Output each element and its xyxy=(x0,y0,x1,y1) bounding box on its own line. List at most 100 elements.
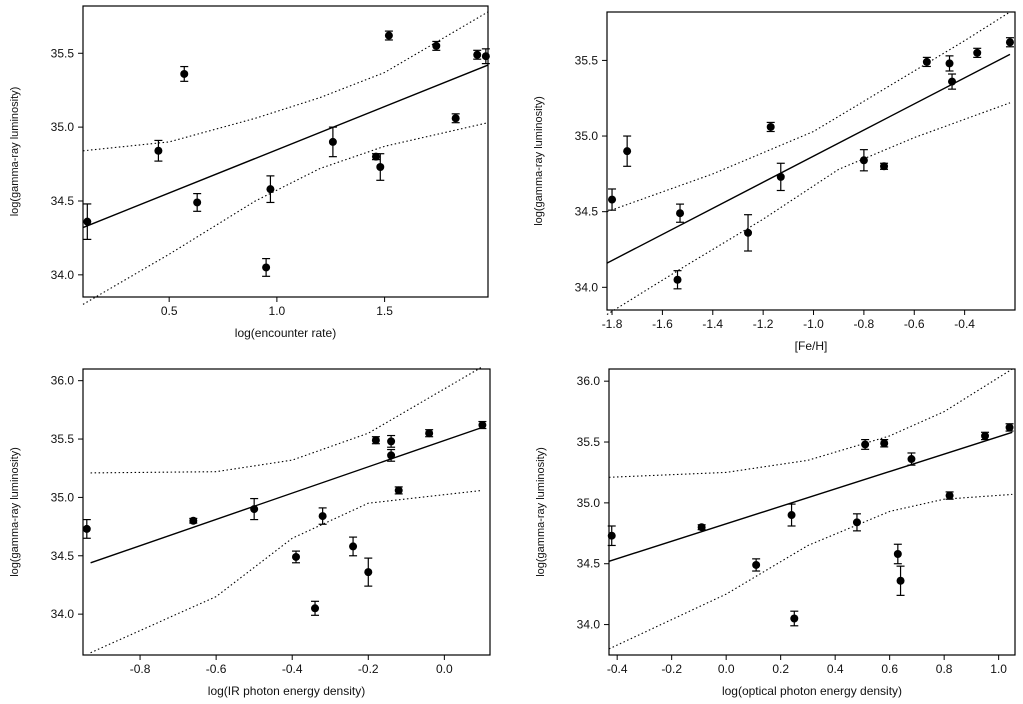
lower-confidence-band xyxy=(82,122,489,305)
data-point xyxy=(607,531,616,540)
data-point xyxy=(193,198,202,207)
y-tick-label: 34.5 xyxy=(575,205,599,219)
plot-frame xyxy=(606,11,1016,311)
x-tick-label: -1.8 xyxy=(602,317,623,331)
data-point xyxy=(349,542,358,551)
x-tick-label: -0.6 xyxy=(904,317,925,331)
data-point xyxy=(859,156,868,165)
data-point xyxy=(744,228,753,237)
plot-frame xyxy=(608,368,1016,656)
y-tick-label: 35.5 xyxy=(575,53,599,67)
data-point xyxy=(776,172,785,181)
x-axis-label: log(IR photon energy density) xyxy=(208,684,365,698)
panel-ir-photon: -0.8 -0.6 -0.4 -0.2 0.034.034.535.035.536.0 … xyxy=(9,366,491,698)
data-point xyxy=(981,431,990,440)
data-point xyxy=(154,146,163,155)
data-point xyxy=(250,505,259,514)
x-tick-label: 0.4 xyxy=(827,662,844,676)
y-tick-label: 34.0 xyxy=(51,268,75,282)
data-point xyxy=(880,439,889,448)
x-tick-label: 0.6 xyxy=(881,662,898,676)
y-tick-label: 34.5 xyxy=(51,549,75,563)
data-point xyxy=(262,263,271,272)
data-point xyxy=(673,275,682,284)
data-point xyxy=(384,31,393,40)
data-point xyxy=(1005,38,1014,47)
regression-line xyxy=(82,64,489,229)
data-point xyxy=(387,451,396,460)
data-point xyxy=(697,523,706,532)
y-tick-label: 34.5 xyxy=(51,194,75,208)
data-point xyxy=(311,604,320,613)
lower-confidence-band xyxy=(90,489,483,654)
x-tick-label: 1.0 xyxy=(990,662,1007,676)
x-tick-label: 0.8 xyxy=(936,662,953,676)
regression-line xyxy=(90,426,483,564)
x-tick-label: -0.4 xyxy=(954,317,975,331)
y-tick-label: 34.0 xyxy=(575,280,599,294)
y-tick-label: 35.0 xyxy=(51,490,75,504)
data-point xyxy=(766,122,775,131)
data-point xyxy=(451,114,460,123)
panel-fe-h: -1.8 -1.6 -1.4 -1.2 -1.0 -0.8 -0.6 -0.4 34.0 34.5… xyxy=(533,11,1016,353)
data-point xyxy=(948,77,957,86)
panel-optical-photon: -0.4 -0.2 0.0 0.2 0.4 0.6 0.8 1.0 34.0 34.5 35.0 35… xyxy=(535,368,1016,698)
data-point xyxy=(83,217,92,226)
x-tick-label: -0.6 xyxy=(206,662,227,676)
y-axis-label: log(gamma-ray luminosity) xyxy=(535,447,547,577)
y-tick-label: 34.0 xyxy=(577,618,601,632)
x-tick-label: 1.0 xyxy=(269,304,286,318)
upper-confidence-band xyxy=(82,11,489,152)
data-point xyxy=(676,209,685,218)
y-tick-label: 36.0 xyxy=(577,374,601,388)
x-tick-label: -1.4 xyxy=(702,317,723,331)
data-point xyxy=(387,437,396,446)
x-tick-label: 0.0 xyxy=(718,662,735,676)
lower-confidence-band xyxy=(606,102,1011,315)
x-tick-label: -1.2 xyxy=(753,317,774,331)
data-point xyxy=(1005,423,1014,432)
data-point xyxy=(790,614,799,623)
y-axis-label: log(gamma-ray luminosity) xyxy=(9,447,21,577)
y-tick-label: 35.5 xyxy=(51,432,75,446)
x-tick-label: -0.2 xyxy=(661,662,682,676)
data-point xyxy=(266,185,275,194)
x-axis-label: log(optical photon energy density) xyxy=(722,684,902,698)
data-point xyxy=(189,516,198,525)
data-point xyxy=(432,41,441,50)
data-point xyxy=(425,429,434,438)
data-point xyxy=(861,440,870,449)
x-axis-label: log(encounter rate) xyxy=(235,326,336,340)
data-point xyxy=(852,518,861,527)
y-tick-label: 35.5 xyxy=(51,46,75,60)
y-tick-label: 34.0 xyxy=(51,607,75,621)
data-point xyxy=(945,491,954,500)
upper-confidence-band xyxy=(606,11,1011,213)
regression-line xyxy=(608,431,1013,562)
data-point xyxy=(371,436,380,445)
y-tick-label: 35.0 xyxy=(577,496,601,510)
data-point xyxy=(364,568,373,577)
y-tick-label: 34.5 xyxy=(577,557,601,571)
data-point xyxy=(394,486,403,495)
x-tick-label: -1.0 xyxy=(803,317,824,331)
data-point xyxy=(318,512,327,521)
data-point xyxy=(922,57,931,66)
data-point xyxy=(478,421,487,430)
data-point xyxy=(787,511,796,520)
plot-frame xyxy=(82,5,489,298)
plot-frame xyxy=(82,368,491,656)
y-tick-label: 36.0 xyxy=(51,374,75,388)
lower-confidence-band xyxy=(608,493,1013,650)
data-point xyxy=(481,52,490,61)
x-tick-label: -1.6 xyxy=(652,317,673,331)
x-tick-label: 0.5 xyxy=(161,304,178,318)
x-tick-label: 1.5 xyxy=(376,304,393,318)
data-point xyxy=(371,152,380,161)
data-point xyxy=(973,48,982,57)
x-tick-label: -0.4 xyxy=(282,662,303,676)
x-tick-label: -0.4 xyxy=(607,662,628,676)
data-point xyxy=(376,163,385,172)
y-tick-label: 35.0 xyxy=(51,120,75,134)
